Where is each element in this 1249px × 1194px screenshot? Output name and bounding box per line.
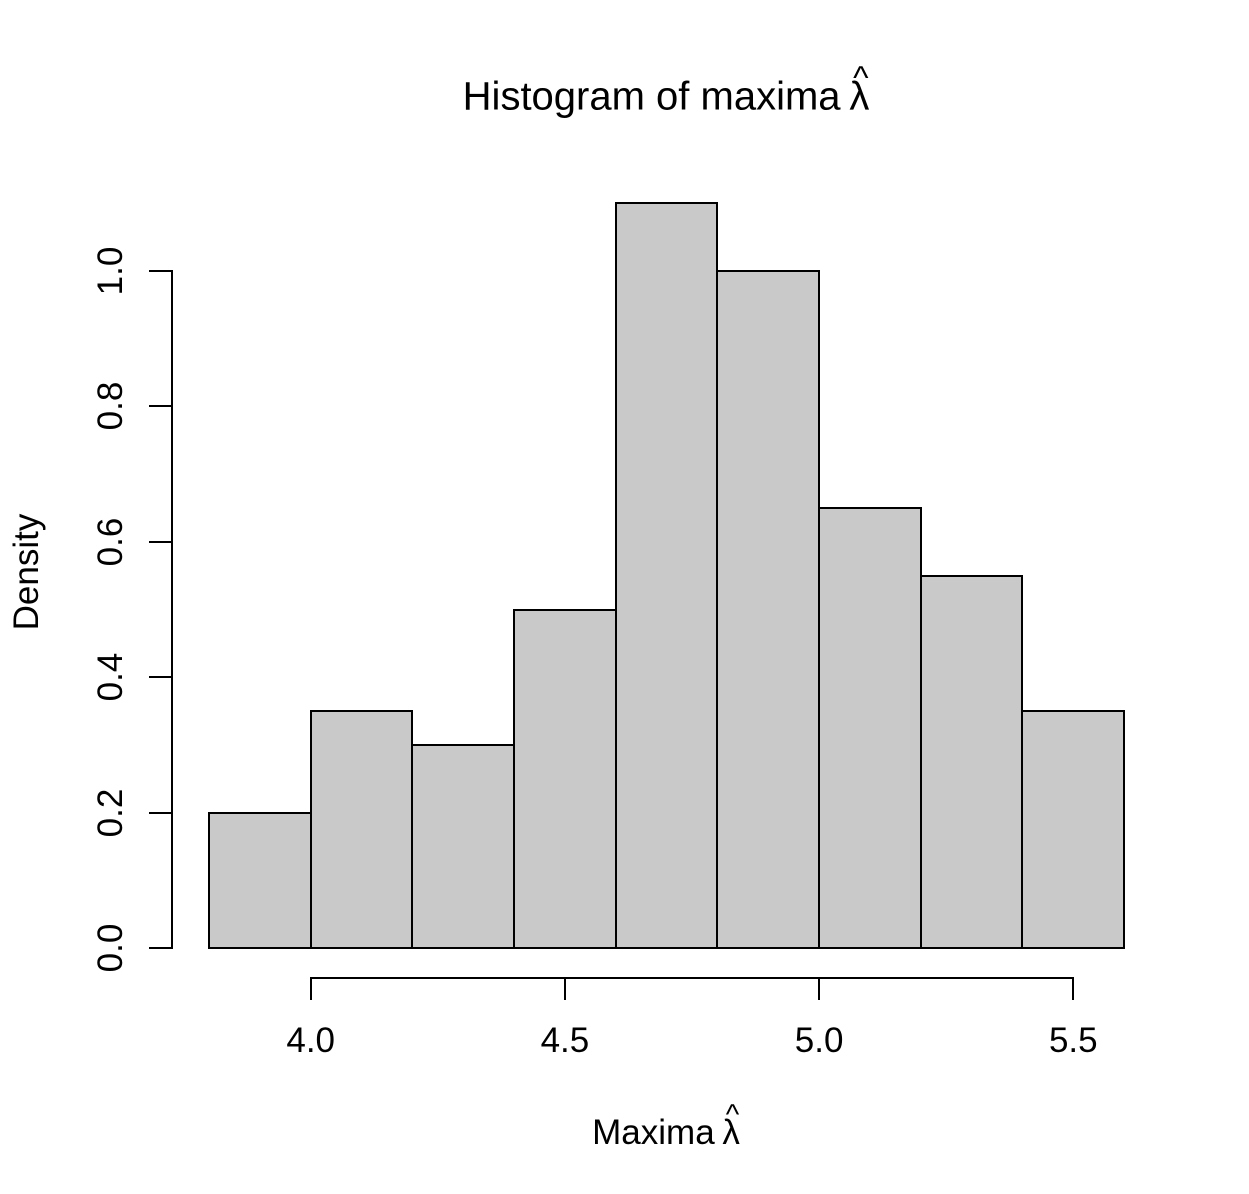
x-axis-label-text: Maxima xyxy=(592,1113,715,1152)
histogram-bar xyxy=(513,608,617,950)
y-tick xyxy=(149,540,171,543)
histogram-bar xyxy=(716,270,821,950)
chart-title: Histogram of maxima ^ λ xyxy=(462,59,870,120)
y-tick xyxy=(149,811,171,814)
histogram-bar xyxy=(208,811,312,950)
x-tick xyxy=(1072,979,1075,1000)
y-tick-label: 0.4 xyxy=(91,653,130,702)
x-tick-label: 4.5 xyxy=(540,1021,590,1060)
lambda-hat-symbol: ^ λ xyxy=(722,1099,740,1153)
y-tick xyxy=(149,270,171,272)
x-axis-line xyxy=(309,977,1075,979)
lambda-char: λ xyxy=(722,1113,740,1152)
lambda-hat-symbol: ^ λ xyxy=(849,59,870,120)
y-tick xyxy=(149,947,171,950)
x-tick xyxy=(563,979,566,1000)
histogram-bar xyxy=(614,202,719,950)
y-tick-label: 0.2 xyxy=(91,788,130,838)
x-tick-label: 5.5 xyxy=(1048,1021,1098,1060)
y-axis-label: Density xyxy=(7,513,46,631)
histogram-bar xyxy=(411,744,516,950)
hat-accent: ^ xyxy=(853,58,869,96)
x-tick-label: 5.0 xyxy=(794,1021,844,1060)
y-tick-label: 0.8 xyxy=(91,382,130,431)
y-tick-label: 1.0 xyxy=(91,246,130,296)
histogram-bar xyxy=(818,507,922,950)
y-axis-line xyxy=(171,270,173,950)
histogram-bar xyxy=(309,710,414,950)
x-tick xyxy=(309,979,312,1000)
y-tick-label: 0.0 xyxy=(91,923,130,973)
y-tick-label: 0.6 xyxy=(91,517,130,567)
x-axis-label: Maxima ^ λ xyxy=(592,1099,740,1153)
lambda-char: λ xyxy=(849,74,870,119)
y-tick xyxy=(149,676,171,679)
chart-title-text: Histogram of maxima xyxy=(462,74,841,119)
histogram-bar xyxy=(919,574,1024,950)
x-tick-label: 4.0 xyxy=(286,1021,336,1060)
x-tick xyxy=(818,979,821,1000)
hat-accent: ^ xyxy=(725,1099,740,1132)
histogram-bar xyxy=(1021,710,1126,950)
y-tick xyxy=(149,405,171,408)
